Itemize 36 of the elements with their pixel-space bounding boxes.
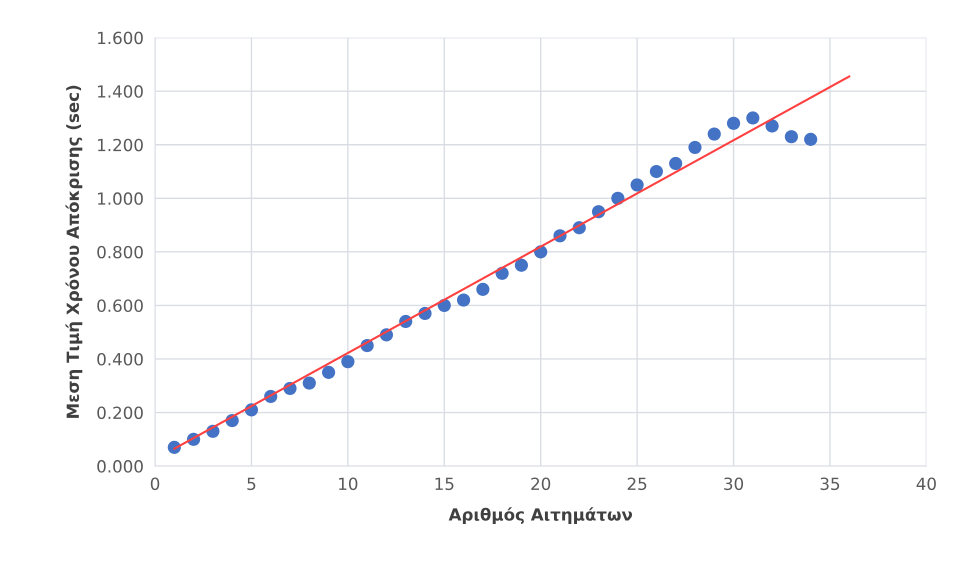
y-tick-label: 1.200 xyxy=(98,138,143,152)
point xyxy=(630,178,644,192)
point xyxy=(784,130,798,144)
point xyxy=(688,140,702,154)
point xyxy=(766,119,779,133)
y-tick-label: 1.600 xyxy=(98,32,143,44)
x-tick-label: 15 xyxy=(436,478,454,490)
point xyxy=(341,355,354,368)
x-tick-label: 30 xyxy=(724,478,744,490)
y-tick-label: 0.000 xyxy=(97,460,143,473)
point xyxy=(302,376,316,390)
y-tick-label: 1.000 xyxy=(98,192,143,205)
y-tick-label: 0.200 xyxy=(97,406,143,420)
x-tick-label: 25 xyxy=(628,478,646,490)
point xyxy=(804,132,818,146)
point xyxy=(726,116,740,130)
x-tick-label: 35 xyxy=(820,478,840,490)
x-tick-label: 40 xyxy=(916,478,936,490)
point xyxy=(746,111,760,125)
point xyxy=(708,127,721,141)
point xyxy=(650,164,663,178)
point xyxy=(514,258,528,272)
x-axis-title: Αριθμός Αιτημάτων xyxy=(448,507,632,524)
point xyxy=(456,293,470,307)
y-axis-title: Μεση Τιμή Χρόνου Απόκρισης (sec) xyxy=(66,86,82,418)
x-tick-label: 20 xyxy=(531,478,550,490)
y-tick-label: 0.600 xyxy=(97,299,143,312)
y-tick-label: 0.400 xyxy=(97,352,143,366)
y-tick-label: 1.400 xyxy=(98,85,143,98)
x-tick-label: 10 xyxy=(339,478,358,490)
x-tick-label: 0 xyxy=(150,478,160,490)
y-tick-label: 0.800 xyxy=(97,246,143,258)
point xyxy=(476,282,490,296)
point xyxy=(669,156,682,170)
x-tick-label: 5 xyxy=(247,478,256,490)
point xyxy=(322,366,336,379)
